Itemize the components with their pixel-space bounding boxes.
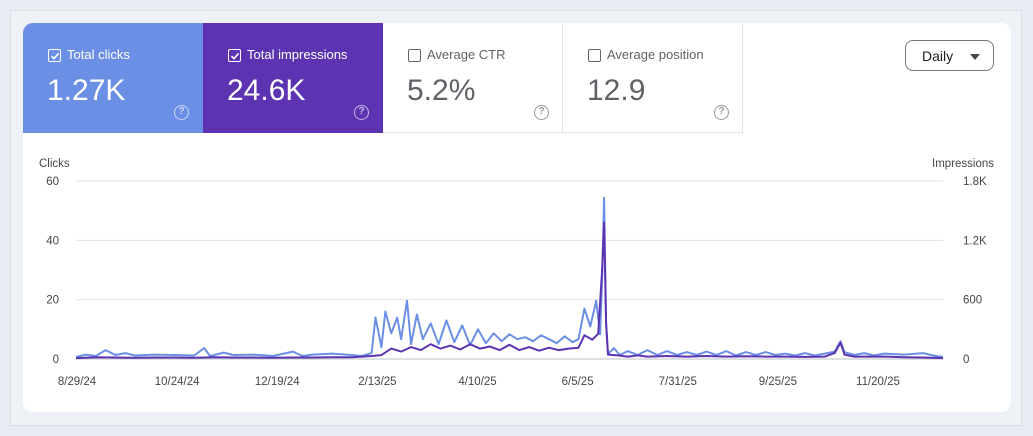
x-tick-label: 4/10/25 <box>458 376 496 388</box>
y-tick-label-right: 1.8K <box>963 176 987 188</box>
x-tick-label: 6/5/25 <box>562 376 594 388</box>
y-tick-label-right: 600 <box>963 295 982 307</box>
y-tick-label-left: 40 <box>46 235 59 247</box>
y-tick-label-left: 20 <box>46 295 59 307</box>
x-tick-label: 7/31/25 <box>659 376 697 388</box>
x-tick-label: 10/24/24 <box>155 376 200 388</box>
x-tick-label: 9/25/25 <box>759 376 797 388</box>
y-axis-right-title: Impressions <box>932 158 994 170</box>
performance-chart: Clicks Impressions 60 1.8K 40 1.2K 20 600 0 0 8/29… <box>23 23 1011 412</box>
performance-card: Total clicks 1.27K ? Total impressions 2… <box>23 23 1011 412</box>
series-line-clicks <box>76 223 943 359</box>
x-tick-label: 2/13/25 <box>358 376 396 388</box>
y-tick-label-right: 0 <box>963 354 969 366</box>
y-tick-label-right: 1.2K <box>963 235 987 247</box>
series-line-impressions <box>76 198 943 357</box>
x-tick-label: 12/19/24 <box>255 376 300 388</box>
x-tick-label: 11/20/25 <box>856 376 900 388</box>
x-tick-label: 8/29/24 <box>58 376 97 388</box>
y-tick-label-left: 60 <box>46 176 59 188</box>
y-tick-label-left: 0 <box>53 354 59 366</box>
y-axis-left-title: Clicks <box>39 158 70 170</box>
